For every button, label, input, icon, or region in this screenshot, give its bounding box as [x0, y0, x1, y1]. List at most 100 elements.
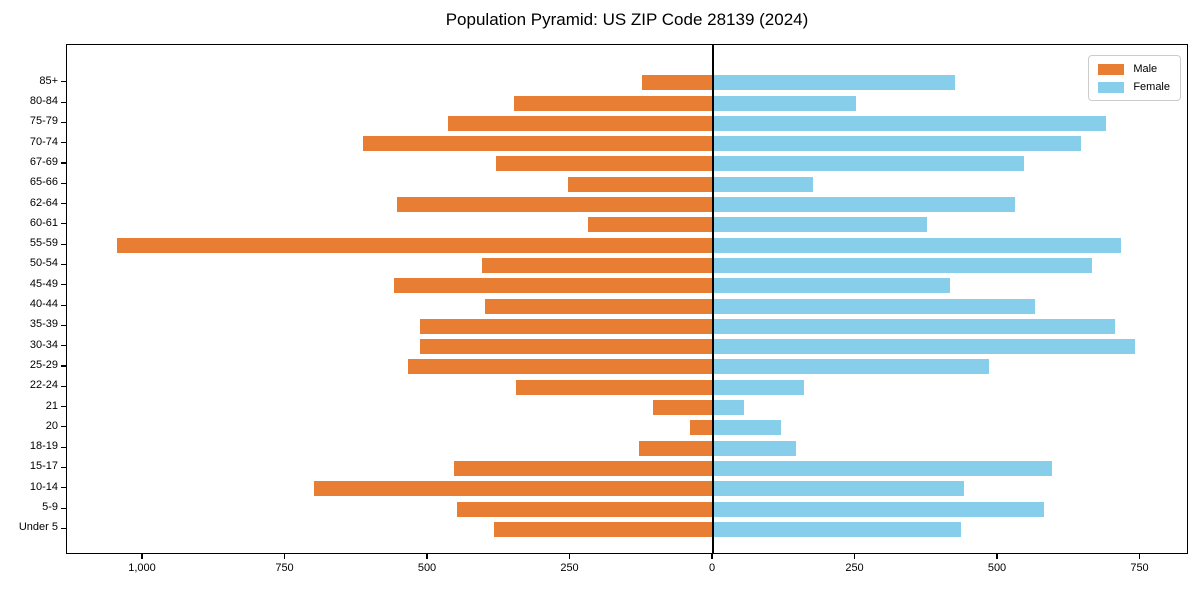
y-axis-tick-label: 35-39 [29, 318, 58, 331]
y-axis-tick-label: 5-9 [42, 501, 58, 513]
female-bar [713, 156, 1024, 172]
y-axis-tick-mark [61, 101, 66, 103]
y-axis-tick-mark [61, 263, 66, 266]
male-bar [641, 75, 714, 91]
x-axis-tick-mark [141, 554, 143, 559]
x-axis-tick-mark [283, 554, 286, 559]
male-bar [408, 359, 713, 375]
female-bar [713, 440, 796, 456]
x-axis-tick-label: 250 [560, 562, 579, 574]
male-bar [419, 339, 713, 355]
y-axis-tick-mark [61, 304, 66, 306]
legend-female-label: Female [1133, 81, 1170, 93]
y-axis-tick-label: 65-66 [29, 176, 58, 189]
male-bar [482, 257, 713, 273]
female-bar [713, 278, 950, 294]
male-bar [567, 176, 713, 192]
y-axis-tick-mark [61, 203, 66, 205]
legend-male-swatch [1098, 63, 1125, 75]
male-bar [587, 217, 713, 233]
y-axis-tick-label: 45-49 [29, 277, 58, 290]
x-axis-tick-label: 250 [845, 562, 864, 574]
x-axis-tick-label: 500 [417, 562, 437, 574]
male-bar [513, 95, 713, 111]
female-bar [713, 481, 964, 497]
y-axis-tick-label: 67-69 [29, 155, 58, 168]
y-axis-tick-label: 15-17 [29, 460, 58, 473]
female-bar [713, 95, 856, 111]
y-axis-tick-mark [61, 223, 66, 225]
y-axis-tick-mark [61, 284, 66, 286]
zero-axis-line [712, 45, 714, 553]
male-bar [362, 136, 713, 152]
y-axis-tick-mark [61, 487, 66, 489]
y-axis-tick-label: 80-84 [29, 95, 58, 107]
x-axis-tick-label: 0 [708, 562, 716, 574]
legend-entry-female: Female [1098, 81, 1170, 93]
x-axis-tick-mark [568, 554, 571, 559]
y-axis-tick-mark [61, 81, 66, 83]
female-bar [713, 197, 1016, 212]
legend-entry-male: Male [1098, 63, 1170, 75]
y-axis-tick-mark [61, 121, 66, 123]
x-axis-tick-mark [711, 554, 713, 559]
y-axis-tick-mark [61, 243, 66, 245]
y-axis-tick-mark [61, 426, 66, 428]
x-axis-tick-label: 750 [1130, 562, 1149, 574]
y-axis-tick-label: Under 5 [18, 521, 58, 534]
y-axis-tick-mark [61, 142, 66, 144]
y-axis-tick-label: 20 [45, 419, 58, 432]
y-axis-tick-mark [61, 162, 66, 164]
male-bar [419, 318, 713, 334]
y-axis-tick-mark [61, 345, 66, 347]
y-axis-tick-label: 50-54 [29, 257, 58, 270]
male-bar [516, 379, 713, 395]
legend-female-swatch [1098, 81, 1125, 93]
y-axis-tick-label: 10-14 [29, 480, 58, 493]
y-axis-tick-mark [61, 466, 66, 469]
legend-male-label: Male [1133, 63, 1158, 75]
male-bar [117, 237, 713, 253]
x-axis-tick-label: 500 [987, 562, 1007, 574]
y-axis-tick-label: 55-59 [29, 237, 58, 250]
female-bar [713, 257, 1092, 273]
female-bar [713, 298, 1035, 314]
y-axis-tick-label: 85+ [39, 74, 58, 87]
male-bar [496, 156, 713, 172]
x-axis-tick-label: 1,000 [128, 562, 156, 574]
male-bar [690, 420, 713, 436]
legend: Male Female [1088, 55, 1181, 101]
y-axis-tick-label: 25-29 [29, 358, 58, 371]
female-bar [713, 501, 1044, 517]
male-bar [393, 278, 713, 294]
female-bar [713, 420, 782, 436]
female-bar [713, 521, 961, 537]
female-bar [713, 460, 1053, 476]
x-axis-tick-mark [996, 554, 998, 559]
male-bar [448, 115, 713, 131]
y-axis-tick-label: 75-79 [29, 115, 58, 128]
y-axis-tick-label: 60-61 [29, 216, 58, 229]
male-bar [638, 440, 713, 456]
y-axis-tick-mark [61, 182, 66, 184]
plot-area: Male Female [66, 44, 1188, 554]
y-axis-tick-mark [61, 446, 66, 448]
female-bar [713, 217, 927, 233]
female-bar [713, 359, 990, 375]
female-bar [713, 400, 745, 415]
female-bar [713, 75, 956, 91]
male-bar [653, 400, 713, 415]
male-bar [453, 460, 713, 476]
female-bar [713, 318, 1115, 334]
female-bar [713, 176, 813, 192]
female-bar [713, 237, 1121, 253]
x-axis-tick-mark [426, 554, 428, 559]
y-axis-tick-label: 22-24 [29, 379, 58, 392]
female-bar [713, 136, 1081, 152]
female-bar [713, 115, 1107, 131]
y-axis-tick-label: 30-34 [29, 338, 58, 351]
male-bar [456, 501, 713, 517]
male-bar [314, 481, 713, 497]
x-axis-tick-mark [1138, 554, 1141, 559]
